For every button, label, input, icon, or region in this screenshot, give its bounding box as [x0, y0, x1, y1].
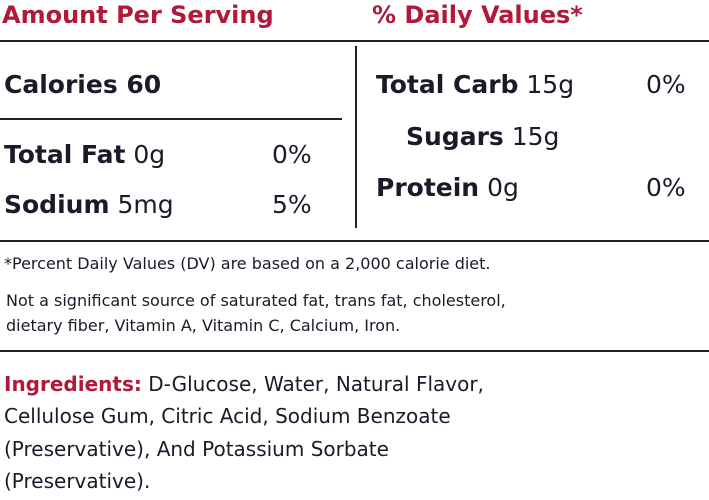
nutrient-name: Sugars: [406, 122, 504, 151]
ingredients-line: (Preservative).: [4, 469, 151, 493]
nutrient-row: Protein 0g: [376, 175, 519, 200]
nutrient-amount: 15g: [526, 70, 575, 99]
calories: Calories 60: [4, 70, 162, 99]
nutrient-row: Total Fat 0g: [4, 142, 165, 167]
ingredients-text: D-Glucose, Water, Natural Flavor,: [141, 372, 484, 396]
nutrient-dv: 0%: [646, 70, 686, 99]
notice-line: dietary fiber, Vitamin A, Vitamin C, Cal…: [6, 316, 401, 335]
nutrient-name: Protein: [376, 173, 480, 202]
rule: [0, 118, 342, 120]
rule: [0, 350, 709, 352]
nutrient-name: Total Fat: [4, 140, 126, 169]
ingredients-label: Ingredients:: [4, 372, 142, 396]
ingredients-line: Cellulose Gum, Citric Acid, Sodium Benzo…: [4, 404, 451, 428]
nutrient-row: Sugars 15g: [406, 124, 559, 149]
nutrient-row: Sodium 5mg: [4, 192, 174, 217]
nutrient-dv: 0%: [646, 173, 686, 202]
nutrient-amount: 0g: [487, 173, 519, 202]
nutrient-amount: 15g: [511, 122, 560, 151]
rule: [0, 40, 709, 42]
nutrient-dv: 5%: [272, 190, 312, 219]
nutrient-name: Sodium: [4, 190, 110, 219]
nutrient-name: Total Carb: [376, 70, 519, 99]
header-dv: % Daily Values*: [372, 1, 583, 29]
ingredients-line: Ingredients: D-Glucose, Water, Natural F…: [4, 374, 484, 394]
nutrient-dv: 0%: [272, 140, 312, 169]
nutrient-amount: 5mg: [117, 190, 174, 219]
notice-line: Not a significant source of saturated fa…: [6, 291, 506, 310]
ingredients-line: (Preservative), And Potassium Sorbate: [4, 437, 389, 461]
column-divider: [355, 46, 357, 228]
nutrient-amount: 0g: [133, 140, 166, 169]
footnote: *Percent Daily Values (DV) are based on …: [4, 254, 491, 273]
nutrient-row: Total Carb 15g: [376, 72, 574, 97]
header-amount: Amount Per Serving: [2, 1, 274, 29]
rule: [0, 240, 709, 242]
